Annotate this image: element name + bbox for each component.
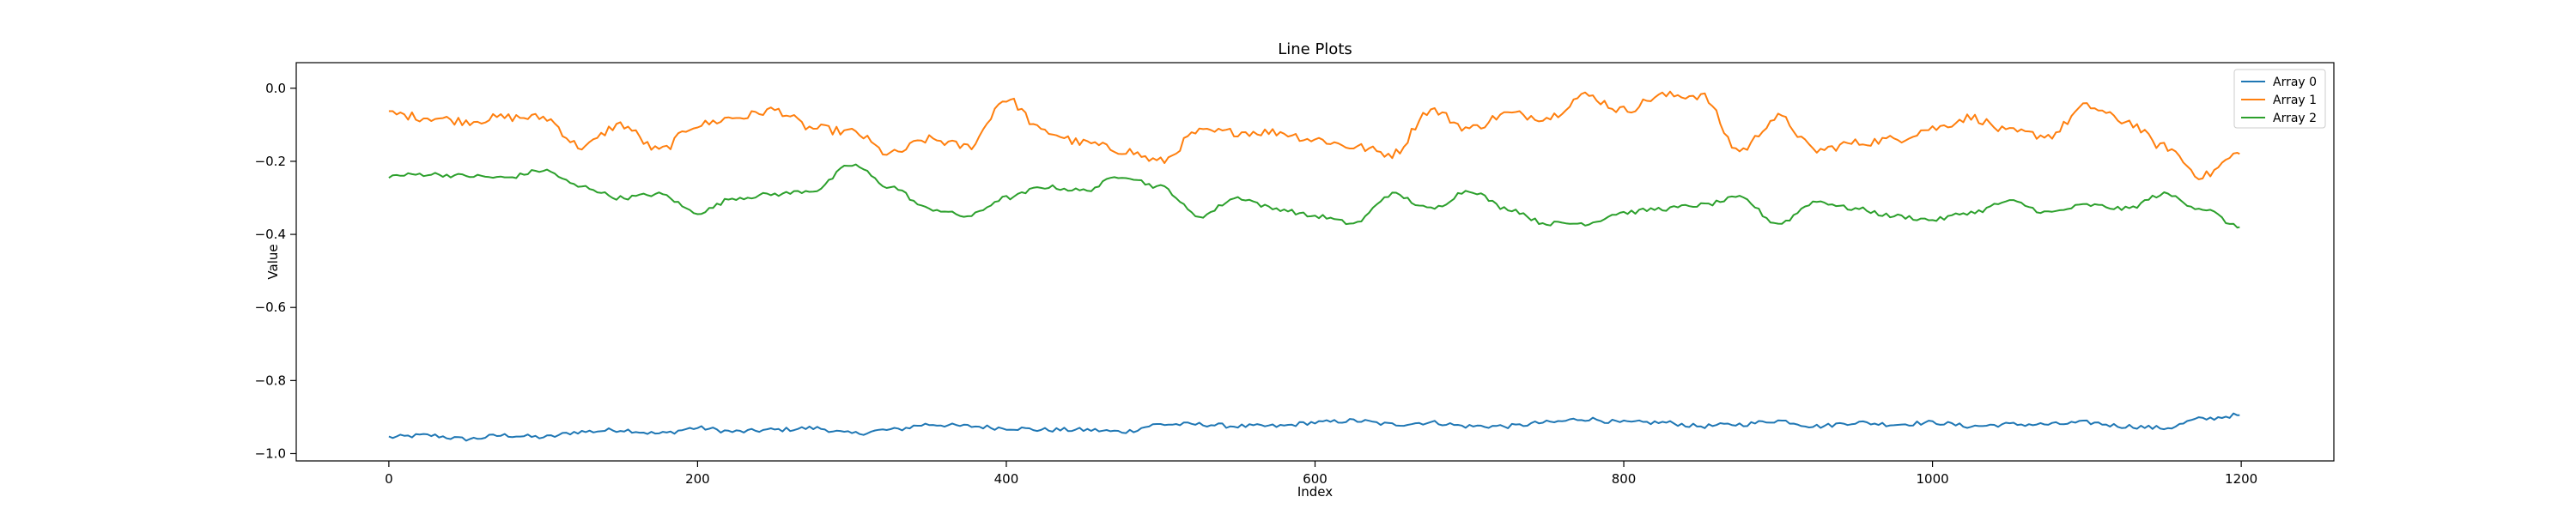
- ticks-layer: 0 200 400 600 800 1000 1200 0.0 −0.2 −0.4 −0.6 −0.8…: [255, 81, 2258, 487]
- series-line-0: [388, 412, 2240, 442]
- x-tick-label: 1200: [2225, 471, 2257, 487]
- x-tick-label: 600: [1303, 471, 1327, 487]
- plot-area-frame: [295, 62, 2335, 462]
- legend-box: [2233, 69, 2326, 129]
- y-tick-label: −0.6: [255, 300, 286, 315]
- y-tick-label: −0.8: [255, 373, 286, 388]
- legend-label-2: Array 2: [2273, 112, 2317, 125]
- x-tick-label: 400: [994, 471, 1019, 487]
- y-axis-label: Value: [265, 244, 281, 279]
- legend-items: Array 0 Array 1 Array 2: [2241, 76, 2317, 125]
- series-line-1: [388, 90, 2240, 180]
- y-tick-label: −0.4: [255, 227, 286, 242]
- legend: Array 0 Array 1 Array 2: [2233, 69, 2326, 129]
- series-line-2: [388, 163, 2240, 229]
- x-tick-label: 800: [1612, 471, 1637, 487]
- chart-title: Line Plots: [1278, 40, 1352, 58]
- series-layer: [388, 90, 2240, 442]
- legend-label-1: Array 1: [2273, 94, 2317, 107]
- y-tick-label: 0.0: [265, 81, 286, 96]
- legend-label-0: Array 0: [2273, 76, 2317, 89]
- x-tick-label: 200: [685, 471, 710, 487]
- x-tick-label: 0: [385, 471, 393, 487]
- y-tick-label: −0.2: [255, 154, 286, 169]
- y-tick-label: −1.0: [255, 445, 286, 461]
- x-axis-label: Index: [1297, 484, 1333, 500]
- x-tick-label: 1000: [1916, 471, 1948, 487]
